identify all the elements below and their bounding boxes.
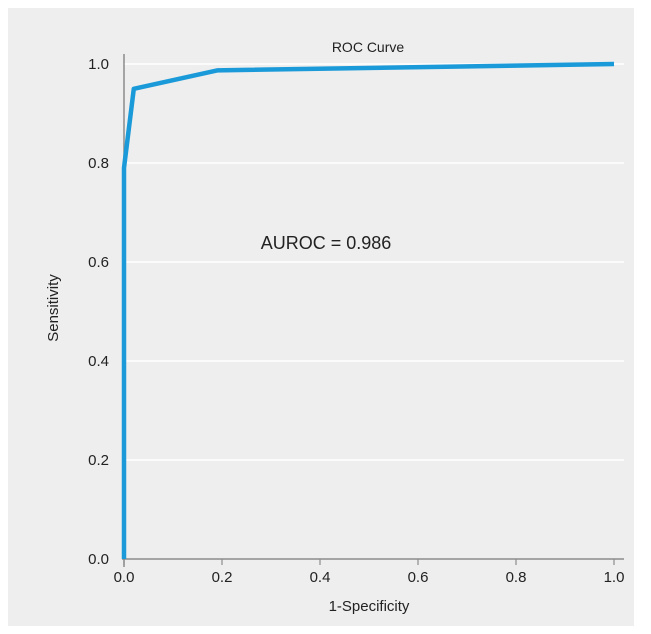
x-tick-label-1: 0.2 (212, 569, 233, 586)
series-group (121, 61, 615, 559)
grid-lines (124, 63, 624, 461)
x-tick-label-5: 1.0 (604, 569, 625, 586)
y-tick-label-2: 0.4 (88, 353, 109, 370)
roc-series-line-0 (121, 61, 615, 559)
x-axis-label: 1-Specificity (329, 598, 410, 615)
y-tick-label-0: 0.0 (88, 551, 109, 568)
roc-chart: 0.0 0.2 0.4 0.6 0.8 1.0 0.0 0.2 0.4 0.6 0.8 1.0 RO… (45, 39, 625, 615)
chart-title: ROC Curve (332, 39, 405, 55)
y-tick-label-4: 0.8 (88, 155, 109, 172)
y-tick-label-3: 0.6 (88, 254, 109, 271)
auroc-annotation: AUROC = 0.986 (261, 233, 392, 253)
chart-panel: 0.0 0.2 0.4 0.6 0.8 1.0 0.0 0.2 0.4 0.6 0.8 1.0 RO… (8, 8, 634, 626)
y-axis-label: Sensitivity (45, 274, 62, 342)
x-tick-label-2: 0.4 (310, 569, 331, 586)
x-tick-label-4: 0.8 (506, 569, 527, 586)
y-tick-labels: 0.0 0.2 0.4 0.6 0.8 1.0 (88, 56, 109, 568)
axes (122, 54, 624, 567)
y-tick-label-1: 0.2 (88, 452, 109, 469)
x-tick-label-0: 0.0 (114, 569, 135, 586)
x-tick-labels: 0.0 0.2 0.4 0.6 0.8 1.0 (114, 559, 625, 586)
y-tick-label-5: 1.0 (88, 56, 109, 73)
x-tick-label-3: 0.6 (408, 569, 429, 586)
